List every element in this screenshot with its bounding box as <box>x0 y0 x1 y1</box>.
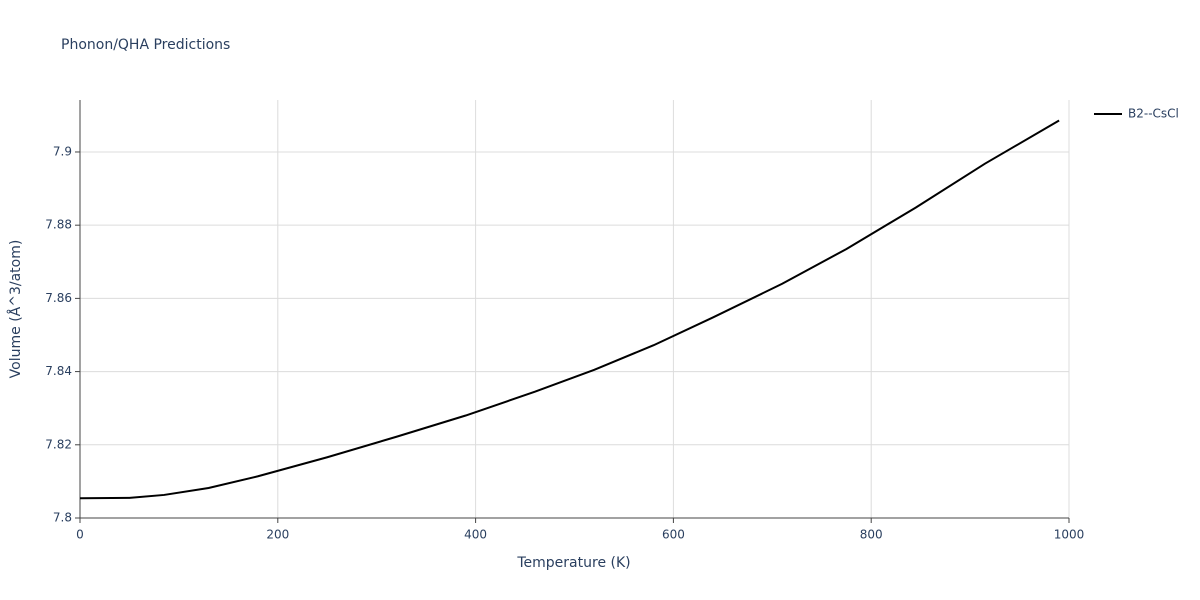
x-axis-label: Temperature (K) <box>516 555 630 571</box>
x-tick-label: 0 <box>76 528 84 542</box>
x-tick-label: 600 <box>662 528 685 542</box>
y-tick-label: 7.9 <box>53 144 72 158</box>
y-tick-label: 7.86 <box>45 291 72 305</box>
y-tick-label: 7.82 <box>45 437 72 451</box>
y-tick-label: 7.8 <box>53 511 72 525</box>
legend-label: B2--CsCl <box>1128 107 1179 121</box>
y-tick-label: 7.88 <box>45 218 72 232</box>
x-tick-label: 1000 <box>1054 528 1085 542</box>
y-tick-label: 7.84 <box>45 364 72 378</box>
y-axis-label: Volume (Å^3/atom) <box>7 240 24 379</box>
x-tick-label: 800 <box>860 528 883 542</box>
data-line <box>79 119 1060 500</box>
x-tick-label: 200 <box>266 528 289 542</box>
chart-title: Phonon/QHA Predictions <box>61 37 230 53</box>
x-tick-label: 400 <box>464 528 487 542</box>
